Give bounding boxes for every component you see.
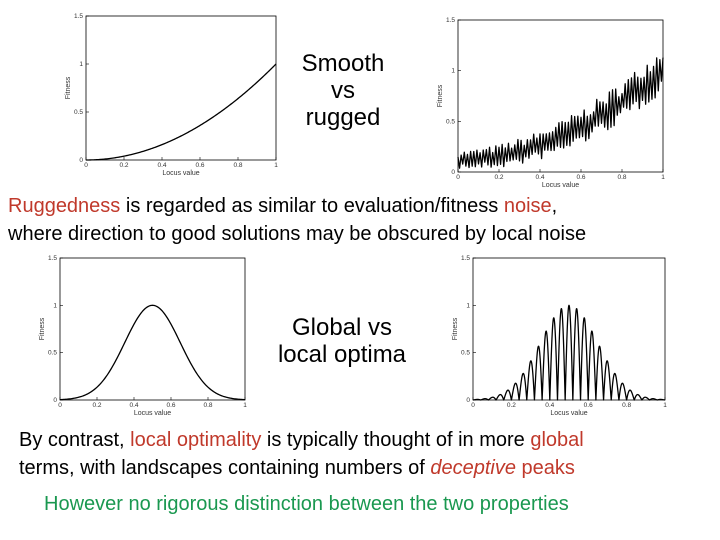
plot-frame (457, 19, 664, 173)
label-bottom-line1: Global vs (291, 314, 393, 341)
x-tick-label: 1 (663, 402, 667, 409)
text-line1: Ruggedness is regarded as similar to eva… (8, 194, 557, 219)
text-line3-start: By contrast, (19, 429, 131, 451)
text-local-optimality: local optimality (130, 429, 262, 451)
x-tick-label: 0.6 (195, 162, 204, 169)
text-peaks: peaks (515, 457, 575, 479)
x-tick-label: 0.4 (535, 174, 544, 181)
chart-local: 0 0.2 0.4 0.6 0.8 1 0 0.5 1 1.5 Locus value Fitness (443, 252, 675, 418)
y-tick-label: 0 (451, 169, 455, 176)
x-tick-label: 0.8 (617, 174, 626, 181)
text-line4-start: terms, with landscapes containing number… (19, 457, 431, 479)
y-tick-label: 0 (79, 157, 83, 164)
text-line1-mid: is regarded as similar to evaluation/fit… (120, 195, 504, 217)
x-tick-label: 0 (471, 402, 475, 409)
x-tick-label: 0.4 (129, 402, 138, 409)
x-tick-label: 0 (456, 174, 460, 181)
x-tick-label: 0 (84, 162, 88, 169)
x-axis-label: Locus value (550, 410, 587, 417)
chart-rugged: 0 0.2 0.4 0.6 0.8 1 0 0.5 1 1.5 Locus value Fitness (428, 14, 673, 190)
x-axis-label: Locus value (542, 182, 579, 189)
y-tick-label: 1 (53, 302, 57, 309)
chart-rugged-svg: 0 0.2 0.4 0.6 0.8 1 0 0.5 1 1.5 Locus value Fitness (437, 17, 665, 189)
x-tick-label: 0.4 (545, 402, 554, 409)
label-top-line3: rugged (305, 104, 381, 131)
y-axis-label: Fitness (437, 84, 444, 107)
y-tick-label: 0.5 (446, 118, 455, 125)
text-line1-end: , (551, 195, 558, 217)
x-tick-label: 0.2 (92, 402, 101, 409)
label-smooth-vs-rugged: Smooth vs rugged (288, 50, 398, 131)
y-tick-label: 1 (466, 302, 470, 309)
plot-frame (85, 15, 277, 161)
label-global-vs-local: Global vs local optima (262, 314, 422, 368)
x-tick-label: 0.6 (166, 402, 175, 409)
series-line (86, 63, 277, 161)
x-tick-label: 0.8 (203, 402, 212, 409)
x-tick-label: 0.8 (622, 402, 631, 409)
chart-global-svg: 0 0.2 0.4 0.6 0.8 1 0 0.5 1 1.5 Locus value Fitness (39, 255, 247, 417)
x-tick-label: 0.6 (584, 402, 593, 409)
text-line4: terms, with landscapes containing number… (19, 456, 575, 481)
text-line3-mid: is typically thought of in more (261, 429, 531, 451)
text-global: global (530, 429, 584, 451)
text-line5: However no rigorous distinction between … (44, 493, 569, 515)
y-tick-label: 1 (79, 61, 83, 68)
x-tick-label: 0.4 (157, 162, 166, 169)
x-tick-label: 0.8 (233, 162, 242, 169)
x-axis-label: Locus value (162, 170, 199, 177)
y-axis-label: Fitness (65, 76, 72, 99)
x-tick-label: 0.2 (494, 174, 503, 181)
chart-global: 0 0.2 0.4 0.6 0.8 1 0 0.5 1 1.5 Locus value Fitness (30, 252, 255, 418)
x-tick-label: 1 (274, 162, 278, 169)
label-top-line2: vs (331, 77, 355, 104)
text-line3: By contrast, local optimality is typical… (19, 428, 584, 453)
chart-smooth: 0 0.2 0.4 0.6 0.8 1 0 0.5 1 1.5 Locus value Fitness (56, 10, 286, 178)
y-tick-label: 0 (53, 397, 57, 404)
chart-smooth-svg: 0 0.2 0.4 0.6 0.8 1 0 0.5 1 1.5 Locus value Fitness (65, 13, 278, 177)
y-axis-label: Fitness (39, 317, 46, 340)
x-tick-label: 0.6 (576, 174, 585, 181)
y-tick-label: 1 (451, 68, 455, 75)
y-tick-label: 1.5 (461, 255, 470, 262)
y-axis-label: Fitness (452, 317, 459, 340)
y-tick-label: 1.5 (48, 255, 57, 262)
text-noise: noise (503, 195, 552, 217)
label-bottom-line2: local optima (277, 341, 407, 368)
y-tick-label: 0.5 (461, 350, 470, 357)
x-tick-label: 1 (661, 174, 665, 181)
x-tick-label: 0.2 (507, 402, 516, 409)
text-deceptive: deceptive (430, 457, 516, 479)
y-tick-label: 1.5 (74, 13, 83, 20)
x-tick-label: 0.2 (119, 162, 128, 169)
series-line (59, 304, 246, 401)
plot-frame (59, 257, 246, 401)
text-ruggedness: Ruggedness (8, 195, 121, 217)
chart-local-svg: 0 0.2 0.4 0.6 0.8 1 0 0.5 1 1.5 Locus value Fitness (452, 255, 667, 417)
x-tick-label: 1 (243, 402, 247, 409)
x-axis-label: Locus value (134, 410, 171, 417)
label-top-line1: Smooth (301, 50, 385, 77)
y-tick-label: 1.5 (446, 17, 455, 24)
y-tick-label: 0 (466, 397, 470, 404)
series-line (457, 57, 664, 169)
series-line (472, 304, 666, 401)
x-tick-label: 0 (58, 402, 62, 409)
y-tick-label: 0.5 (48, 350, 57, 357)
text-line2: where direction to good solutions may be… (8, 223, 587, 245)
y-tick-label: 0.5 (74, 109, 83, 116)
plot-frame (472, 257, 666, 401)
